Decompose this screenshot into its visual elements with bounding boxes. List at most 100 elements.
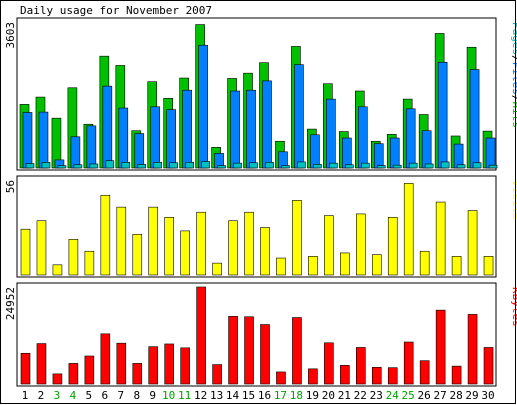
x-tick-label: 1 <box>22 389 29 402</box>
x-tick-label: 16 <box>258 389 271 402</box>
kbytes-bar <box>36 343 47 385</box>
visits-bar <box>260 227 270 276</box>
pages-bar <box>265 162 274 169</box>
x-tick-label: 27 <box>433 389 446 402</box>
kbytes-bar <box>324 342 334 385</box>
files-bar <box>310 134 320 169</box>
x-tick-label: 4 <box>70 389 77 402</box>
files-bar <box>373 143 384 169</box>
pages-bar <box>137 164 147 169</box>
kbytes-bar <box>196 286 206 385</box>
x-tick-label: 25 <box>402 389 415 402</box>
files-bar <box>357 106 368 169</box>
visits-bar <box>308 256 318 276</box>
files-bar <box>134 133 145 169</box>
legend: Pages/Files/Hits <box>510 22 517 128</box>
pages-bar <box>329 162 338 169</box>
pages-bar <box>105 160 115 169</box>
files-bar <box>294 64 304 169</box>
x-tick-label: 23 <box>370 389 383 402</box>
kbytes-bar <box>451 365 462 385</box>
visits-bar <box>116 206 127 276</box>
kbytes-bar <box>292 317 302 385</box>
pages-bar <box>313 164 322 169</box>
pages-bar <box>281 165 290 169</box>
kbytes-bar <box>371 366 382 385</box>
x-tick-label: 8 <box>133 389 140 402</box>
visits-bar <box>355 213 366 276</box>
x-tick-label: 5 <box>86 389 93 402</box>
pages-bar <box>440 161 450 169</box>
kbytes-bar <box>308 368 318 385</box>
pages-bar <box>249 162 258 169</box>
x-tick-label: 26 <box>418 389 431 402</box>
files-bar <box>405 108 416 169</box>
y-max-label: 3603 <box>4 22 17 49</box>
kbytes-bar <box>387 367 398 385</box>
pages-bar <box>41 162 51 169</box>
files-bar <box>421 130 432 169</box>
legend-pages: Pages <box>510 22 517 55</box>
visits-bar <box>244 211 254 276</box>
x-tick-label: 21 <box>338 389 351 402</box>
x-tick-label: 18 <box>290 389 303 402</box>
pages-bar <box>456 164 466 169</box>
day-axis: 1 2 3 4 5 6 7 8 9 10 11 12 13 14 15 16 17 18 19 20 21 22 23 24 2… <box>22 389 495 402</box>
x-tick-label: 19 <box>306 389 319 402</box>
pages-bar <box>169 162 178 169</box>
pages-bar <box>297 161 306 169</box>
visits-bar <box>483 256 494 276</box>
y-max-label: 56 <box>4 180 17 193</box>
pages-bar <box>217 165 226 169</box>
panel-frame <box>16 17 497 171</box>
files-bar <box>166 109 176 169</box>
kbytes-bar <box>20 352 31 385</box>
x-tick-label: 3 <box>54 389 61 402</box>
visits-bar <box>196 211 206 276</box>
visits-bar <box>84 250 95 276</box>
x-tick-label: 14 <box>226 389 240 402</box>
files-bar <box>485 137 496 169</box>
files-bar <box>70 136 81 169</box>
files-bar <box>262 80 272 169</box>
pages-bar <box>25 163 35 169</box>
legend-separator: / <box>510 55 517 62</box>
visits-bar <box>435 201 446 276</box>
files-bar <box>230 90 240 169</box>
files-bar <box>437 61 448 169</box>
visits-bar <box>340 252 350 276</box>
visits-bar <box>132 233 143 276</box>
pages-bar <box>153 162 163 169</box>
visits-panel: 56 Visits <box>4 175 517 278</box>
pages-bar <box>201 161 210 169</box>
x-tick-label: 30 <box>481 389 494 402</box>
x-tick-label: 6 <box>102 389 109 402</box>
kbytes-bar <box>467 314 478 385</box>
kbytes-bar <box>132 363 143 385</box>
x-tick-label: 7 <box>117 389 124 402</box>
files-bar <box>453 143 464 169</box>
kbytes-bar <box>340 365 350 385</box>
pages-bar <box>488 164 498 169</box>
pages-bar <box>121 162 131 169</box>
legend-kbytes: KBytes <box>510 287 517 327</box>
chart-title: Daily usage for November 2007 <box>20 4 212 17</box>
kbytes-bar <box>355 347 366 385</box>
kbytes-panel: 24952 KBytes <box>4 282 517 387</box>
hits-files-pages-panel: 3603 Pages/Files/Hits <box>4 17 517 171</box>
pages-bar <box>408 162 418 169</box>
kbytes-bar <box>164 343 174 385</box>
x-tick-label: 10 <box>162 389 175 402</box>
files-bar <box>469 69 480 169</box>
pages-bar <box>392 164 402 169</box>
visits-bar <box>164 217 174 276</box>
pages-bar <box>73 164 83 169</box>
kbytes-bar <box>148 346 159 385</box>
legend-files: Files <box>510 62 517 95</box>
kbytes-bar <box>180 347 190 385</box>
visits-bar <box>148 206 159 276</box>
kbytes-bar <box>212 364 222 385</box>
pages-bar <box>233 162 242 169</box>
